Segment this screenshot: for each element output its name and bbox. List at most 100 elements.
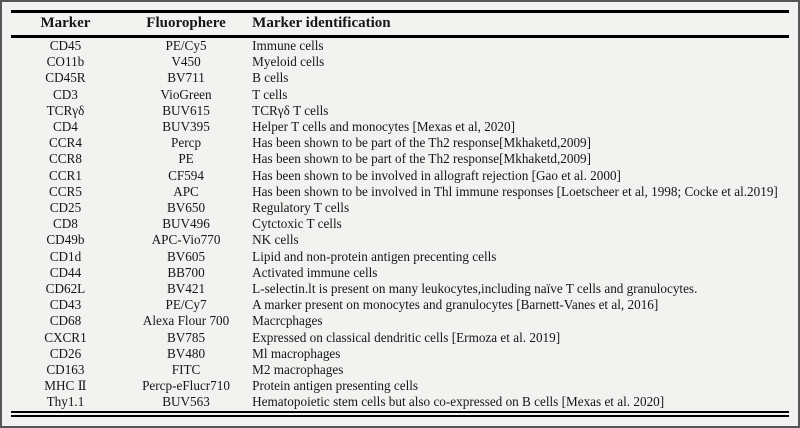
marker-cell: CD1d: [49, 248, 82, 264]
column-header-fluorophore: Fluorophere: [146, 15, 226, 31]
column-header-marker: Marker: [40, 15, 91, 31]
marker-cell: CCR1: [48, 167, 82, 183]
marker-cell: CD25: [49, 200, 82, 216]
fluorophore-cell: APC: [173, 183, 199, 199]
table-row: CD43 PE/Cy7 A marker present on monocyte…: [11, 297, 789, 313]
identification-cell: Immune cells: [252, 38, 324, 53]
header-row: Marker Fluorophere Marker identification: [11, 11, 789, 37]
fluorophore-cell: BV480: [166, 345, 206, 361]
marker-cell: CD8: [52, 216, 78, 232]
table-row: CD45 PE/Cy5 Immune cells: [11, 37, 789, 55]
fluorophore-cell: PE: [178, 151, 194, 167]
marker-cell: CD49b: [46, 232, 85, 248]
marker-cell: CCR4: [48, 135, 82, 151]
fluorophore-cell: PE/Cy7: [165, 297, 207, 313]
fluorophore-cell: BV650: [166, 200, 206, 216]
fluorophore-cell: PE/Cy5: [165, 38, 207, 53]
table-row: CCR8 PE Has been shown to be part of the…: [11, 151, 789, 167]
fluorophore-cell: BV711: [167, 70, 205, 86]
table-container: Marker Fluorophere Marker identification…: [11, 10, 789, 417]
table-row: CD4 BUV395 Helper T cells and monocytes …: [11, 119, 789, 135]
marker-cell: CD3: [52, 86, 78, 102]
identification-cell: Lipid and non-protein antigen precenting…: [252, 248, 497, 264]
identification-cell: Expressed on classical dendritic cells […: [252, 329, 561, 345]
table-body: CD45 PE/Cy5 Immune cells CO11b V450 Myel…: [11, 37, 789, 414]
fluorophore-cell: V450: [171, 54, 201, 70]
fluorophore-cell: CF594: [168, 167, 204, 183]
identification-cell: Myeloid cells: [252, 54, 325, 70]
identification-cell: Ml macrophages: [252, 345, 341, 361]
table-row: CD3 VioGreen T cells: [11, 87, 789, 103]
fluorophore-cell: Percp: [171, 135, 202, 151]
table-row: Thy1.1 BUV563 Hematopoietic stem cells b…: [11, 394, 789, 413]
table-row: CCR1 CF594 Has been shown to be involved…: [11, 168, 789, 184]
table-row: TCRγδ BUV615 TCRγδ T cells: [11, 103, 789, 119]
identification-cell: Regulatory T cells: [252, 200, 350, 216]
table-row: CO11b V450 Myeloid cells: [11, 54, 789, 70]
marker-cell: CD43: [49, 297, 82, 313]
table-row: MHC Ⅱ Percp-eFlucr710 Protein antigen pr…: [11, 378, 789, 394]
marker-cell: CD44: [49, 264, 82, 280]
identification-cell: Has been shown to be part of the Th2 res…: [252, 151, 592, 167]
identification-cell: Has been shown to be part of the Th2 res…: [252, 135, 592, 151]
marker-cell: TCRγδ: [46, 102, 85, 118]
marker-cell: CXCR1: [44, 329, 87, 345]
marker-cell: CCR5: [48, 183, 82, 199]
table-row: CD1d BV605 Lipid and non-protein antigen…: [11, 249, 789, 265]
fluorophore-cell: Alexa Flour 700: [142, 313, 230, 329]
table-row: CD26 BV480 Ml macrophages: [11, 346, 789, 362]
marker-cell: CO11b: [46, 54, 85, 70]
identification-cell: Has been shown to be involved in Thl imm…: [252, 183, 778, 199]
marker-cell: CD45: [49, 38, 82, 53]
fluorophore-cell: VioGreen: [160, 86, 212, 102]
table-row: CD45R BV711 B cells: [11, 70, 789, 86]
table-row: CD163 FITC M2 macrophages: [11, 362, 789, 378]
marker-panel-table: Marker Fluorophere Marker identification…: [11, 10, 789, 417]
fluorophore-cell: BV421: [166, 281, 206, 297]
marker-cell: CD26: [49, 345, 82, 361]
fluorophore-cell: BUV395: [162, 119, 210, 135]
table-row: CD49b APC-Vio770 NK cells: [11, 232, 789, 248]
table-row: CD44 BB700 Activated immune cells: [11, 265, 789, 281]
fluorophore-cell: Percp-eFlucr710: [142, 378, 230, 394]
fluorophore-cell: BUV563: [162, 394, 210, 410]
fluorophore-cell: BV605: [166, 248, 206, 264]
table-row: CCR4 Percp Has been shown to be part of …: [11, 135, 789, 151]
identification-cell: Protein antigen presenting cells: [252, 378, 419, 394]
marker-cell: CD62L: [45, 281, 86, 297]
fluorophore-cell: BUV496: [162, 216, 210, 232]
marker-cell: Thy1.1: [46, 394, 85, 410]
identification-cell: T cells: [252, 86, 288, 102]
table-row: CD25 BV650 Regulatory T cells: [11, 200, 789, 216]
fluorophore-cell: APC-Vio770: [151, 232, 221, 248]
marker-cell: CCR8: [48, 151, 82, 167]
table-row: CCR5 APC Has been shown to be involved i…: [11, 184, 789, 200]
fluorophore-cell: BB700: [167, 264, 205, 280]
identification-cell: A marker present on monocytes and granul…: [252, 297, 659, 313]
table-row: CD8 BUV496 Cytctoxic T cells: [11, 216, 789, 232]
marker-cell: CD68: [49, 313, 82, 329]
identification-cell: L-selectin.lt is present on many leukocy…: [252, 281, 698, 297]
fluorophore-cell: BUV615: [162, 102, 210, 118]
table-row: CD62L BV421 L-selectin.lt is present on …: [11, 281, 789, 297]
fluorophore-cell: BV785: [166, 329, 206, 345]
table-header: Marker Fluorophere Marker identification: [11, 11, 789, 37]
column-header-identification: Marker identification: [252, 15, 391, 31]
identification-cell: Macrcphages: [252, 313, 323, 329]
marker-cell: CD163: [46, 362, 85, 378]
marker-cell: MHC Ⅱ: [44, 378, 87, 394]
identification-cell: Has been shown to be involved in allogra…: [252, 167, 621, 183]
identification-cell: TCRγδ T cells: [252, 102, 329, 118]
identification-cell: B cells: [252, 70, 289, 86]
table-row: CXCR1 BV785 Expressed on classical dendr…: [11, 330, 789, 346]
identification-cell: NK cells: [252, 232, 299, 248]
marker-cell: CD45R: [45, 70, 86, 86]
identification-cell: Activated immune cells: [252, 264, 378, 280]
marker-cell: CD4: [52, 119, 78, 135]
fluorophore-cell: FITC: [171, 362, 201, 378]
identification-cell: Hematopoietic stem cells but also co-exp…: [252, 394, 665, 410]
identification-cell: M2 macrophages: [252, 362, 344, 378]
table-row: CD68 Alexa Flour 700 Macrcphages: [11, 313, 789, 329]
identification-cell: Cytctoxic T cells: [252, 216, 342, 232]
